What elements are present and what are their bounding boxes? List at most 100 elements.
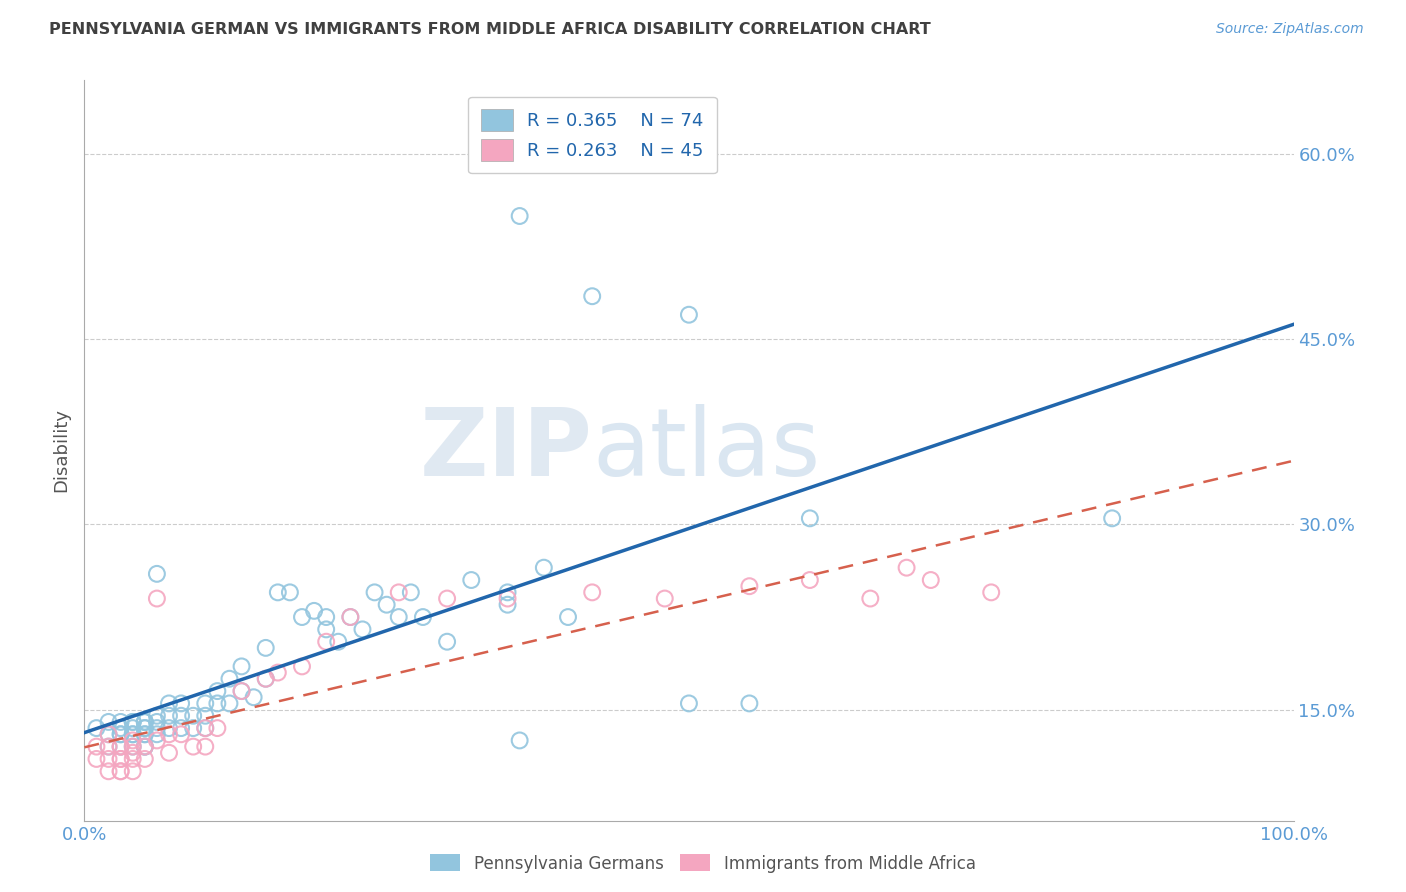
Point [121, 733, 143, 747]
Point [254, 672, 277, 686]
Text: PENNSYLVANIA GERMAN VS IMMIGRANTS FROM MIDDLE AFRICA DISABILITY CORRELATION CHAR: PENNSYLVANIA GERMAN VS IMMIGRANTS FROM M… [49, 22, 931, 37]
Point [388, 585, 411, 599]
Point [291, 659, 314, 673]
Point [134, 727, 156, 741]
Point [557, 610, 579, 624]
Point [980, 585, 1002, 599]
Point [121, 727, 143, 741]
Point [738, 697, 761, 711]
Point [110, 764, 132, 779]
Point [134, 739, 156, 754]
Point [738, 579, 761, 593]
Point [86, 739, 108, 754]
Point [97, 764, 120, 779]
Point [678, 697, 700, 711]
Point [363, 585, 385, 599]
Point [920, 573, 942, 587]
Point [581, 289, 603, 303]
Point [97, 727, 120, 741]
Point [110, 752, 132, 766]
Point [315, 623, 337, 637]
Point [97, 714, 120, 729]
Point [157, 721, 180, 735]
Point [254, 672, 277, 686]
Point [110, 739, 132, 754]
Point [231, 684, 253, 698]
Point [242, 690, 264, 705]
Point [315, 610, 337, 624]
Point [267, 665, 290, 680]
Point [134, 739, 156, 754]
Point [110, 752, 132, 766]
Point [86, 721, 108, 735]
Point [121, 727, 143, 741]
Point [97, 739, 120, 754]
Point [181, 739, 204, 754]
Point [436, 591, 458, 606]
Point [134, 714, 156, 729]
Point [328, 634, 350, 648]
Point [291, 610, 314, 624]
Point [207, 684, 229, 698]
Point [194, 697, 217, 711]
Point [146, 566, 169, 581]
Point [134, 727, 156, 741]
Point [146, 733, 169, 747]
Point [194, 721, 217, 735]
Point [110, 727, 132, 741]
Point [181, 708, 204, 723]
Point [157, 697, 180, 711]
Point [134, 752, 156, 766]
Point [97, 739, 120, 754]
Point [170, 708, 193, 723]
Point [194, 739, 217, 754]
Point [436, 634, 458, 648]
Point [134, 721, 156, 735]
Point [799, 511, 821, 525]
Point [412, 610, 434, 624]
Point [654, 591, 676, 606]
Legend: Pennsylvania Germans, Immigrants from Middle Africa: Pennsylvania Germans, Immigrants from Mi… [423, 847, 983, 880]
Point [509, 209, 531, 223]
Point [496, 591, 519, 606]
Point [134, 714, 156, 729]
Point [170, 721, 193, 735]
Point [194, 721, 217, 735]
Legend: R = 0.365    N = 74, R = 0.263    N = 45: R = 0.365 N = 74, R = 0.263 N = 45 [468, 96, 717, 173]
Point [678, 308, 700, 322]
Point [278, 585, 301, 599]
Point [181, 721, 204, 735]
Point [496, 585, 519, 599]
Point [110, 764, 132, 779]
Point [799, 573, 821, 587]
Point [896, 560, 918, 574]
Point [302, 604, 325, 618]
Point [97, 752, 120, 766]
Text: ZIP: ZIP [419, 404, 592, 497]
Point [134, 714, 156, 729]
Point [315, 634, 337, 648]
Point [207, 721, 229, 735]
Point [97, 727, 120, 741]
Point [509, 733, 531, 747]
Point [121, 739, 143, 754]
Point [496, 598, 519, 612]
Point [859, 591, 882, 606]
Point [157, 746, 180, 760]
Point [254, 640, 277, 655]
Point [399, 585, 422, 599]
Point [110, 739, 132, 754]
Text: Source: ZipAtlas.com: Source: ZipAtlas.com [1216, 22, 1364, 37]
Point [121, 721, 143, 735]
Point [170, 727, 193, 741]
Point [170, 697, 193, 711]
Point [121, 764, 143, 779]
Point [146, 708, 169, 723]
Point [207, 697, 229, 711]
Point [121, 746, 143, 760]
Point [110, 721, 132, 735]
Point [533, 560, 555, 574]
Y-axis label: Disability: Disability [52, 409, 70, 492]
Point [121, 714, 143, 729]
Point [121, 739, 143, 754]
